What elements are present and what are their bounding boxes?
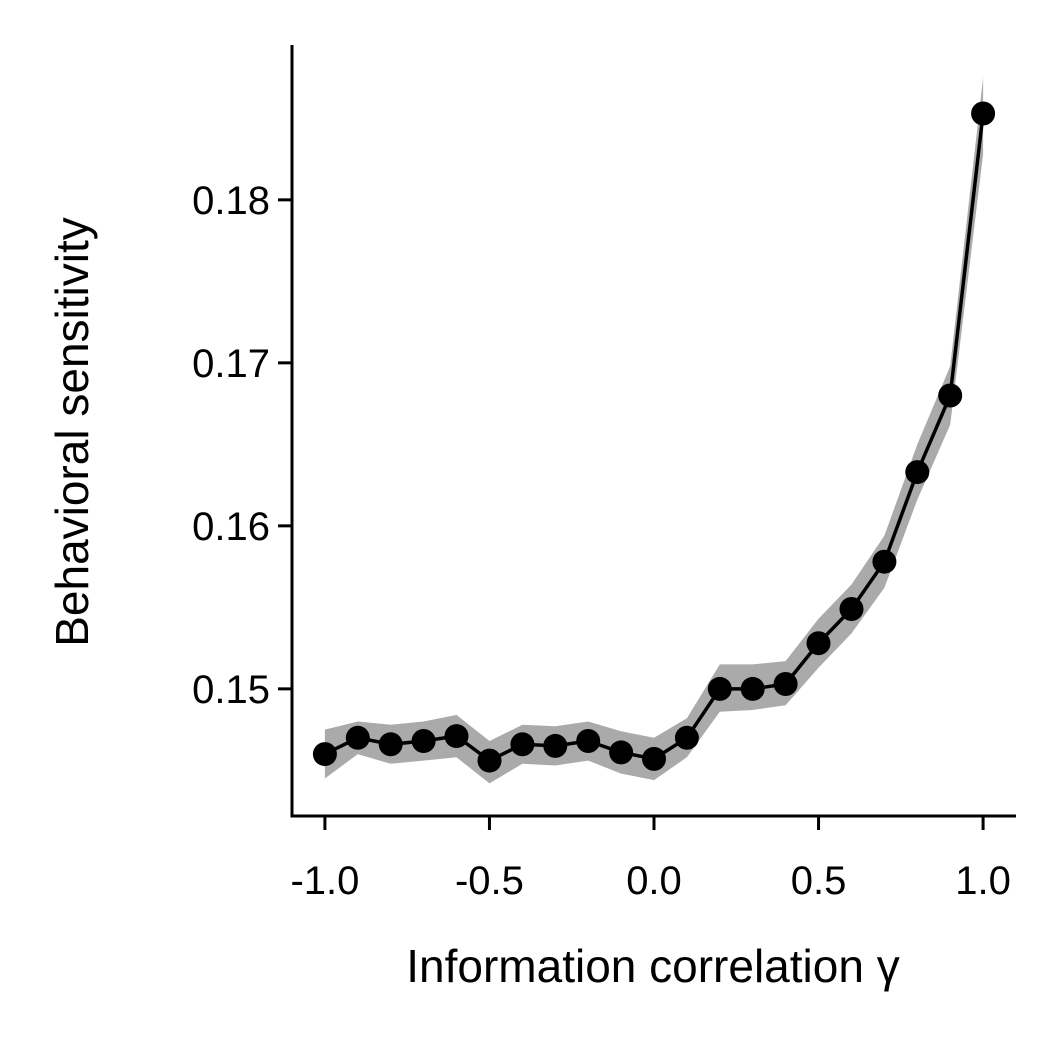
data-point [938, 383, 963, 408]
data-point [444, 724, 469, 749]
data-point [576, 729, 601, 753]
data-point [510, 732, 535, 757]
data-point [543, 733, 568, 758]
y-ticks: 0.15 0.16 0.17 0.18 [192, 179, 292, 712]
data-point [740, 676, 765, 701]
data-point [707, 676, 732, 701]
data-point [773, 672, 798, 696]
data-point [609, 740, 634, 765]
confidence-band [324, 77, 984, 784]
data-point [971, 101, 996, 126]
data-point [345, 725, 370, 750]
x-tick-label: 1.0 [955, 859, 1011, 903]
y-axis-title: Behavioral sensitivity [46, 217, 98, 647]
x-tick-label: -0.5 [455, 859, 524, 903]
data-point [806, 631, 831, 656]
y-tick-label: 0.17 [192, 342, 270, 386]
data-point [477, 748, 502, 773]
x-tick-label: 0.5 [791, 859, 847, 903]
axes [290, 45, 1016, 818]
data-points-layer [312, 101, 996, 773]
x-tick-label: 0.0 [626, 859, 682, 903]
y-tick-label: 0.18 [192, 179, 270, 223]
data-point [872, 549, 897, 574]
series-line-layer [324, 113, 985, 763]
data-point [642, 746, 666, 771]
data-point [312, 742, 337, 767]
data-point [378, 732, 403, 757]
y-tick-label: 0.16 [192, 505, 270, 549]
x-ticks: -1.0 -0.5 0.0 0.5 1.0 [290, 816, 1011, 903]
y-tick-label: 0.15 [192, 668, 270, 712]
confidence-band-layer [324, 77, 984, 784]
data-point [674, 725, 699, 750]
x-tick-label: -1.0 [290, 859, 359, 903]
data-point [411, 729, 436, 753]
series-line [324, 113, 985, 763]
data-point [839, 597, 864, 621]
data-point [905, 460, 930, 485]
x-axis-title: Information correlation γ [406, 940, 899, 992]
